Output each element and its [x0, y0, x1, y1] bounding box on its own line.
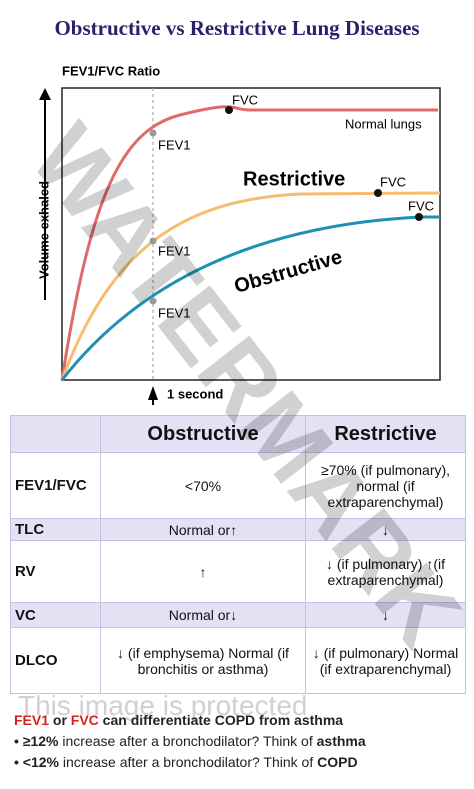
row-label: TLC — [10, 518, 101, 541]
note-part: COPD — [317, 754, 358, 770]
note-term: FVC — [70, 712, 99, 728]
table-row: RV ↑ ↓ (if pulmonary) ↑(if extraparenchyma… — [10, 540, 466, 603]
obstructive-curve — [60, 215, 440, 381]
corner — [10, 415, 101, 453]
notes-intro: FEV1 or FVC can differentiate COPD from … — [14, 710, 366, 731]
table-row: VC Normal or↓ ↓ — [10, 602, 466, 628]
title: Obstructive vs Restrictive Lung Diseases — [54, 16, 419, 40]
note-term: FEV1 — [14, 712, 50, 728]
row-label: FEV1/FVC — [10, 452, 101, 519]
cell: ↑ — [100, 540, 306, 603]
row-label: RV — [10, 540, 101, 603]
table-row: FEV1/FVC <70% ≥70% (if pulmonary), normal … — [10, 452, 466, 519]
note-part: <12% — [22, 754, 59, 770]
cell: Normal or↓ — [100, 602, 306, 628]
fvc-dot — [225, 106, 233, 114]
fvc-label: FVC — [380, 174, 406, 189]
fev1-label: FEV1 — [158, 305, 191, 320]
row-label: DLCO — [10, 627, 101, 694]
restrictive-label: Restrictive — [243, 168, 345, 190]
header: Restrictive — [305, 415, 466, 453]
cell: ↓ (if pulmonary) ↑(if extraparenchymal) — [305, 540, 466, 603]
normal-curve — [60, 105, 438, 381]
note-part: asthma — [316, 733, 366, 749]
note-bullet: • <12% increase after a bronchodilator? … — [14, 754, 358, 770]
cell: ↓ (if emphysema) Normal (if bronchitis o… — [100, 627, 306, 694]
y-label: Volume exhaled — [36, 181, 51, 279]
comparison-table: Obstructive Restrictive FEV1/FVC <70% ≥70% … — [10, 415, 466, 694]
notes: FEV1 or FVC can differentiate COPD from … — [14, 710, 366, 773]
note-text: or — [49, 712, 71, 728]
normal-label: Normal lungs — [345, 116, 422, 131]
fev1-label: FEV1 — [158, 243, 191, 258]
fev1-label: FEV1 — [158, 137, 191, 152]
plot-frame — [61, 87, 441, 381]
cell: <70% — [100, 452, 306, 519]
note-bullet: • ≥12% increase after a bronchodilator? … — [14, 733, 366, 749]
fvc-label: FVC — [408, 198, 434, 213]
chart: Obstructive vs Restrictive Lung Diseases… — [36, 16, 441, 405]
table-row: TLC Normal or↑ ↓ — [10, 518, 466, 541]
note-part: increase after a bronchodilator? Think o… — [58, 733, 317, 749]
fvc-dot — [374, 189, 382, 197]
fvc-label: FVC — [232, 92, 258, 107]
fev1-dot — [149, 297, 157, 305]
restrictive-curve — [60, 191, 441, 381]
ratio-label: FEV1/FVC Ratio — [62, 63, 160, 78]
cell: ≥70% (if pulmonary), normal (if extrapar… — [305, 452, 466, 519]
cell: ↓ — [305, 518, 466, 541]
cell: Normal or↑ — [100, 518, 306, 541]
table-row: DLCO ↓ (if emphysema) Normal (if bronchit… — [10, 627, 466, 694]
fev1-dot — [149, 129, 157, 137]
time-label: 1 second — [167, 386, 223, 401]
note-text: can differentiate COPD from asthma — [98, 712, 344, 728]
watermark: This image is protected — [18, 690, 308, 721]
cell: ↓ (if pulmonary) Normal (if extraparench… — [305, 627, 466, 694]
fvc-dot — [415, 213, 423, 221]
note-part: ≥12% — [22, 733, 59, 749]
header-row: Obstructive Restrictive — [10, 415, 466, 453]
time-arrow — [148, 386, 158, 400]
obstructive-label: Obstructive — [232, 246, 345, 298]
header: Obstructive — [100, 415, 306, 453]
fev1-dot — [149, 237, 157, 245]
arrow-head — [39, 88, 51, 100]
cell: ↓ — [305, 602, 466, 628]
row-label: VC — [10, 602, 101, 628]
note-part: increase after a bronchodilator? Think o… — [59, 754, 318, 770]
